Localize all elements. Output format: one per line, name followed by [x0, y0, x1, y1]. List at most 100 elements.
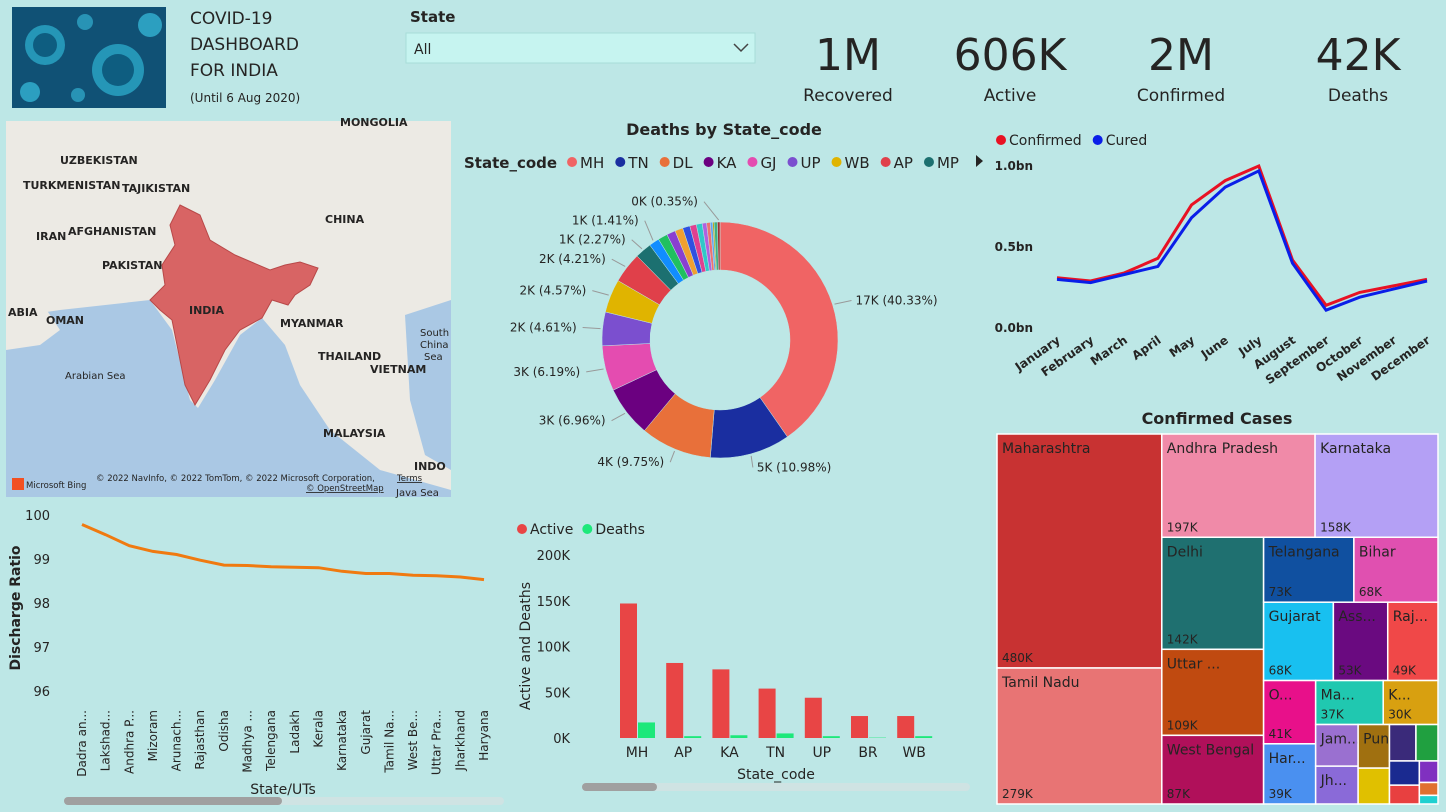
map-label: CHINA — [325, 213, 365, 226]
kpi-label: Deaths — [1328, 86, 1388, 106]
dropdown-box[interactable] — [405, 32, 756, 64]
tile-value: 109K — [1167, 718, 1199, 732]
title-line: DASHBOARD — [190, 35, 299, 55]
filter-dropdown[interactable]: All — [405, 32, 756, 64]
leader-line — [631, 239, 643, 250]
scrollbar[interactable] — [64, 797, 504, 805]
tile-label: Karnataka — [1320, 441, 1391, 457]
treemap-tile — [1161, 536, 1265, 651]
legend-label: AP — [894, 154, 913, 172]
x-tick-label: Rajasthan — [193, 710, 207, 770]
leader-line — [586, 368, 604, 373]
kpi-value: 1M — [815, 30, 881, 81]
y-tick-label: 97 — [33, 641, 50, 656]
y-axis-title: Active and Deaths — [518, 582, 534, 710]
legend-marker — [831, 157, 842, 167]
treemap-tile — [1418, 781, 1439, 797]
x-tick-label: Lakshad... — [99, 710, 113, 771]
bar — [638, 722, 655, 738]
x-axis-title: State/UTs — [250, 782, 316, 798]
bar — [712, 669, 730, 738]
bar — [776, 733, 794, 738]
data-label: 2K (4.61%) — [510, 320, 577, 334]
tile-value: 41K — [1269, 727, 1293, 741]
data-label: 0K (0.35%) — [631, 195, 698, 209]
scroll-thumb[interactable] — [64, 797, 282, 805]
map-land — [6, 300, 60, 350]
map-credits: © 2022 NavInfo, © 2022 TomTom, © 2022 Mi… — [96, 474, 375, 484]
data-label: 2K (4.21%) — [539, 252, 606, 266]
scroll-thumb[interactable] — [582, 783, 657, 791]
treemap-tile — [1161, 433, 1316, 539]
map-label: THAILAND — [318, 350, 381, 363]
tile-value: 87K — [1167, 787, 1191, 801]
tile-value: 480K — [1002, 651, 1034, 665]
dropdown-value[interactable]: All — [414, 42, 431, 58]
legend-marker — [747, 157, 758, 167]
treemap-tile — [1161, 734, 1265, 805]
data-label: 5K (10.98%) — [757, 460, 831, 474]
bar — [804, 697, 822, 738]
map-water — [6, 300, 451, 497]
y-tick-label: 50K — [545, 686, 571, 701]
legend-marker — [787, 157, 798, 167]
x-tick-label: West Be... — [406, 710, 420, 770]
map-terms: Terms — [396, 474, 423, 484]
tile-label: Tamil Nadu — [1001, 675, 1080, 691]
x-tick-label: Arunach... — [170, 710, 184, 771]
bing-logo — [12, 478, 24, 490]
treemap-tile — [1353, 536, 1439, 603]
y-axis-title: Discharge Ratio — [8, 545, 24, 670]
data-label: 17K (40.33%) — [855, 294, 937, 308]
tile-label: Ass... — [1338, 609, 1376, 625]
x-tick-label: April — [1129, 333, 1163, 363]
bar — [684, 736, 702, 738]
y-tick-label: 99 — [33, 553, 50, 568]
map-label: IRAN — [36, 230, 66, 243]
subtitle: (Until 6 Aug 2020) — [190, 91, 300, 105]
map-label: UZBEKISTAN — [60, 154, 138, 167]
tile-label: Andhra Pradesh — [1167, 441, 1278, 457]
tile-label: Telangana — [1268, 544, 1340, 560]
map-label: AFGHANISTAN — [68, 225, 156, 238]
scrollbar[interactable] — [582, 783, 970, 791]
tile-value: 68K — [1269, 664, 1293, 678]
header-image — [12, 7, 166, 108]
tile-label: Bihar — [1359, 544, 1396, 560]
tile-value: 53K — [1338, 664, 1362, 678]
map-brand: Microsoft Bing — [26, 481, 86, 491]
series-line — [1056, 168, 1428, 313]
map-label: OMAN — [46, 314, 84, 327]
series-line — [81, 523, 485, 582]
x-tick-label: May — [1167, 333, 1198, 360]
tile-label: Jh... — [1320, 773, 1347, 789]
map-label: MALAYSIA — [323, 427, 386, 440]
dropdown-chevron[interactable] — [733, 43, 749, 53]
y-tick-label: 1.0bn — [995, 159, 1033, 173]
kpi-value: 42K — [1316, 30, 1402, 81]
y-tick-label: 96 — [33, 685, 50, 700]
x-tick-label: TN — [765, 745, 785, 761]
treemap-tile — [996, 667, 1163, 805]
x-tick-label: WB — [902, 745, 925, 761]
data-label: 1K (1.41%) — [572, 214, 639, 228]
x-tick-label: Kerala — [311, 710, 325, 748]
x-tick-label: Andhra P... — [122, 710, 136, 774]
map-label: TURKMENISTAN — [23, 179, 120, 192]
y-tick-label: 100K — [537, 641, 571, 656]
legend-label: GJ — [760, 154, 776, 172]
bar — [666, 662, 684, 738]
treemap-tile — [1388, 723, 1417, 762]
india-region[interactable] — [149, 204, 319, 407]
donut-slice — [719, 221, 839, 438]
map: MONGOLIA UZBEKISTAN TURKMENISTAN TAJIKISTAN… — [6, 116, 451, 499]
bar — [620, 603, 637, 738]
treemap-tile — [1357, 767, 1391, 805]
map-water — [405, 300, 451, 470]
scroll-track[interactable] — [582, 783, 970, 791]
expand-arrow[interactable] — [976, 155, 983, 167]
treemap-tile — [1314, 433, 1439, 539]
map-label: TAJIKISTAN — [122, 182, 190, 195]
legend-marker — [659, 157, 670, 167]
leader-line — [669, 450, 675, 463]
